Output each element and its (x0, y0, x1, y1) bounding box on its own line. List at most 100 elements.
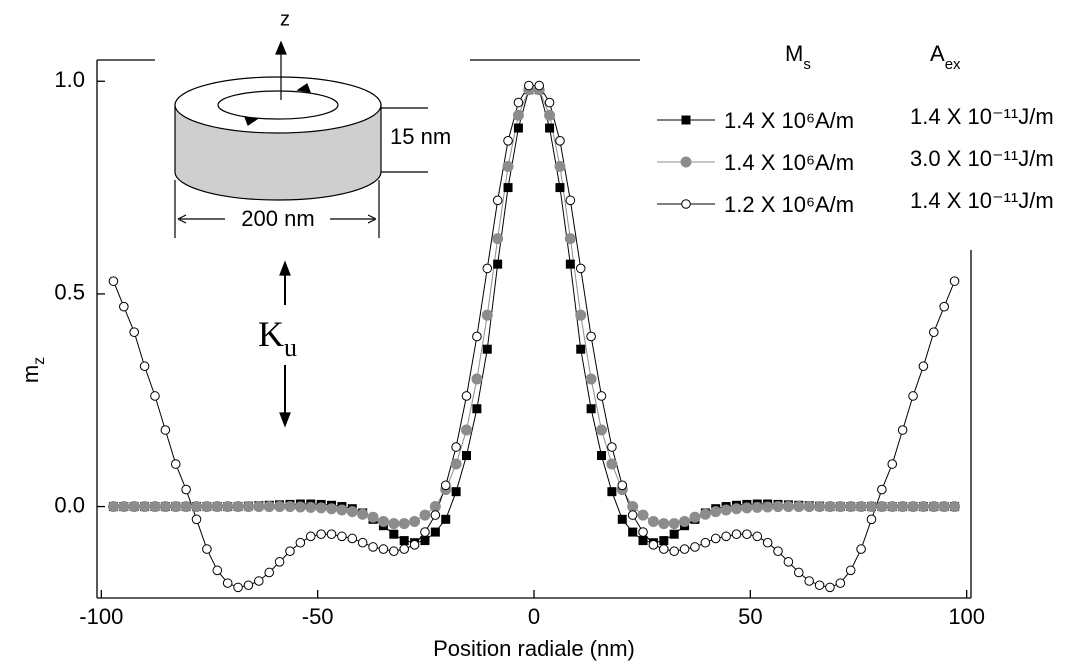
data-point (917, 501, 929, 513)
data-point (595, 424, 607, 436)
data-point (202, 544, 212, 554)
data-point (545, 123, 555, 133)
data-point (659, 536, 669, 546)
data-point (596, 451, 606, 461)
data-point (606, 458, 618, 470)
y-tick-label: 1.0 (54, 67, 85, 92)
data-point (720, 504, 732, 516)
anisotropy-sub: u (284, 333, 297, 362)
data-point (139, 361, 150, 372)
data-point (492, 195, 503, 206)
data-point (420, 536, 430, 546)
y-axis-label-sub: z (31, 357, 48, 365)
data-point (472, 331, 482, 342)
legend-header: Ms (785, 41, 811, 73)
data-point (638, 527, 648, 537)
y-axis-label: mz (18, 357, 48, 383)
data-point (451, 442, 461, 452)
data-point (107, 501, 119, 513)
y-axis-label-main: m (18, 365, 43, 383)
data-point (928, 501, 940, 513)
data-point (440, 480, 451, 491)
z-arrow-head (275, 40, 287, 55)
data-point (689, 511, 701, 523)
data-point (211, 501, 223, 513)
data-point (305, 501, 317, 513)
data-point (243, 580, 254, 591)
data-point (201, 501, 213, 513)
data-point (607, 442, 617, 452)
data-point (607, 487, 617, 497)
curl-arrow (296, 83, 311, 93)
diameter-label: 200 nm (241, 206, 314, 231)
data-point (441, 514, 451, 524)
data-point (617, 514, 627, 524)
legend-label: 1.2 X 10⁶A/m (724, 192, 854, 217)
x-tick-label: -50 (302, 604, 334, 629)
data-point (855, 501, 867, 513)
data-point (576, 344, 586, 354)
data-point (638, 536, 648, 546)
data-point (388, 518, 400, 530)
data-point (928, 327, 939, 337)
data-point (751, 501, 763, 513)
data-point (938, 501, 950, 513)
data-point (357, 537, 368, 548)
data-point (222, 501, 234, 513)
data-point (907, 501, 919, 513)
data-point (637, 509, 649, 521)
data-point (918, 361, 929, 372)
data-point (409, 540, 420, 550)
data-point (814, 580, 825, 591)
legend-exchange: 1.4 X 10⁻¹¹J/m (910, 188, 1054, 213)
data-point (856, 544, 866, 554)
legend-header-sub: ex (945, 56, 961, 73)
legend-label: 1.4 X 10⁶A/m (724, 108, 854, 133)
data-point (264, 567, 275, 578)
x-axis-label: Position radiale (nm) (433, 636, 635, 661)
data-point (700, 537, 711, 548)
data-point (513, 97, 524, 108)
data-point (803, 501, 815, 513)
data-point (512, 109, 524, 121)
data-point (502, 160, 514, 172)
data-point (730, 503, 742, 515)
data-point (845, 501, 857, 513)
data-point (242, 501, 254, 513)
data-point (721, 531, 731, 542)
y-tick-label: 0.5 (54, 280, 85, 305)
legend-header: Aex (930, 41, 961, 73)
data-point (461, 391, 472, 401)
data-point (575, 309, 587, 321)
data-point (834, 501, 846, 513)
data-point (617, 480, 628, 491)
data-point (170, 501, 182, 513)
data-point (710, 506, 722, 518)
data-point (669, 529, 679, 539)
data-point (949, 276, 960, 286)
data-point (398, 518, 410, 530)
data-point (783, 557, 794, 567)
legend-header-sub: s (803, 56, 811, 73)
data-point (118, 501, 130, 513)
data-point (690, 542, 700, 552)
data-point (254, 576, 264, 586)
data-point (647, 515, 659, 527)
data-point (253, 501, 265, 513)
data-point (462, 451, 472, 461)
data-point (668, 518, 680, 530)
data-point (949, 501, 961, 513)
data-point (565, 259, 575, 269)
data-point (897, 425, 908, 435)
series-line (112, 85, 956, 588)
data-point (596, 391, 607, 401)
data-point (773, 546, 783, 557)
data-point (170, 459, 181, 469)
data-point (544, 109, 556, 121)
data-point (419, 509, 431, 521)
data-point (284, 501, 296, 513)
curl-loop (217, 90, 339, 120)
data-point (461, 424, 473, 436)
data-point (222, 578, 233, 588)
data-point (897, 501, 909, 513)
